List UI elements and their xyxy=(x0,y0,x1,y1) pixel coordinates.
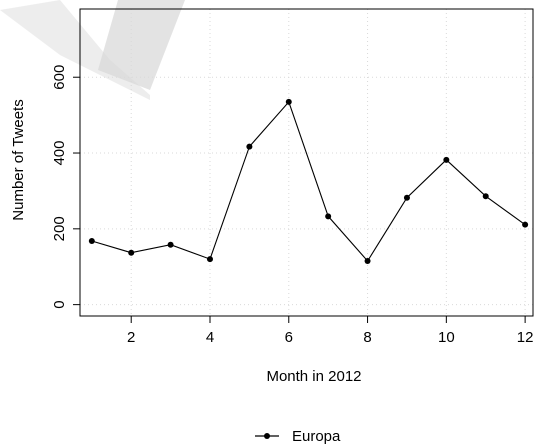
y-axis: 0 200 400 600 xyxy=(51,65,80,309)
data-point xyxy=(167,241,174,248)
watermark-shape-left xyxy=(0,0,150,100)
x-tick-label: 8 xyxy=(363,329,371,346)
data-point xyxy=(522,221,529,228)
x-tick-label: 6 xyxy=(285,329,293,346)
series-line-europa xyxy=(91,100,526,262)
data-point xyxy=(403,194,410,201)
x-tick-label: 4 xyxy=(206,329,214,346)
x-axis-title: Month in 2012 xyxy=(266,368,361,385)
y-axis-title: Number of Tweets xyxy=(10,99,27,220)
y-tick-label: 0 xyxy=(51,300,68,308)
data-point xyxy=(206,256,213,263)
legend: Europa xyxy=(255,428,341,445)
data-point xyxy=(88,237,95,244)
data-point xyxy=(128,249,135,256)
plot-border xyxy=(79,8,534,317)
x-axis: 2 4 6 8 10 12 xyxy=(127,316,533,346)
watermark-shape xyxy=(98,0,185,90)
x-tick-label: 10 xyxy=(438,329,455,346)
data-point xyxy=(364,258,371,265)
plot-frame xyxy=(79,8,534,317)
data-point xyxy=(443,156,450,163)
data-point xyxy=(325,213,332,220)
x-tick-label: 12 xyxy=(517,329,534,346)
series-layer xyxy=(88,98,529,265)
y-tick-label: 200 xyxy=(51,216,68,241)
y-tick-label: 400 xyxy=(51,141,68,166)
data-point xyxy=(246,143,253,150)
legend-label-europa: Europa xyxy=(292,428,341,445)
legend-marker xyxy=(264,433,270,439)
x-tick-label: 2 xyxy=(127,329,135,346)
y-tick-label: 600 xyxy=(51,65,68,90)
data-point xyxy=(285,98,292,105)
data-point xyxy=(482,193,489,200)
